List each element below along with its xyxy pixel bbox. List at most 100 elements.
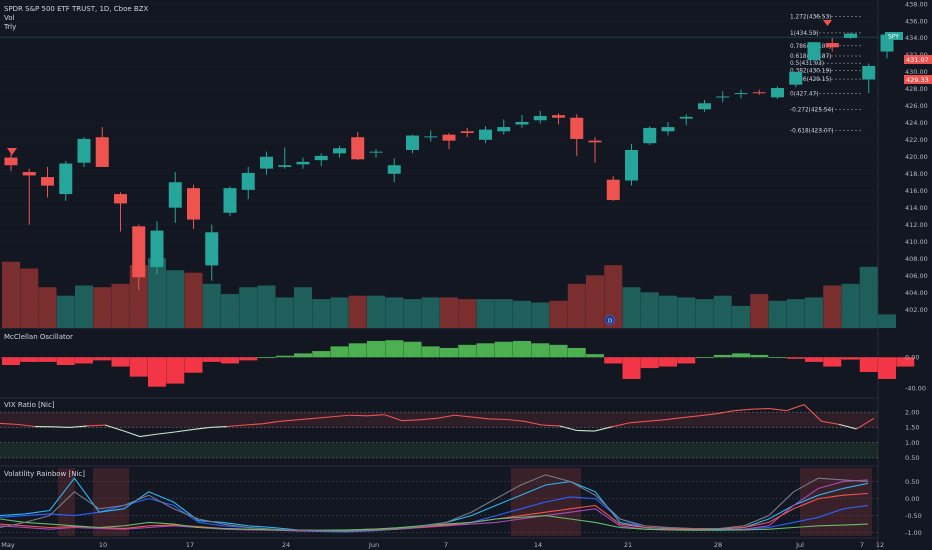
candle-body[interactable] [515,121,529,125]
mcclellan-bar [458,344,477,358]
price-axis[interactable]: 438.00436.00434.00432.00430.00428.00426.… [905,0,928,537]
candle-body[interactable] [406,135,419,150]
candle-body[interactable] [59,163,73,195]
candle-body[interactable] [150,230,164,268]
candle-body[interactable] [570,117,584,139]
candle-body[interactable] [606,179,620,201]
candle-body[interactable] [771,88,784,98]
volume-bar [695,299,714,328]
symbol-title[interactable]: SPDR S&P 500 ETF TRUST, 1D, Cboe BZX [4,5,148,13]
candle-body[interactable] [351,137,365,160]
mcclellan-bar [367,340,385,358]
time-tick-label: 28 [714,541,722,549]
price-tick-label: 402.00 [905,306,928,314]
mcclellan-histogram [0,340,915,387]
trly-legend[interactable]: Trly [3,23,16,31]
time-tick-label: 17 [186,541,194,549]
rainbow-tick-label: -0.50 [905,512,922,520]
volume-legend[interactable]: Vol [4,14,15,22]
candle-body[interactable] [187,188,200,220]
volume-bar [786,299,805,328]
mcclellan-bar [732,353,750,358]
vix-ratio-segment [751,407,770,410]
mcclellan-bar [878,357,896,379]
candle-body[interactable] [296,161,310,165]
candle-body[interactable] [22,172,36,176]
volume-bar [640,292,659,328]
price-tick-label: 410.00 [905,238,928,246]
candle-body[interactable] [533,116,547,121]
mcclellan-title[interactable]: McClellan Oscillator [4,333,73,341]
candle-body[interactable] [168,182,182,208]
candle-body[interactable] [552,115,565,118]
rainbow-title[interactable]: Volatility Rainbow [Nic] [4,470,85,478]
candle-body[interactable] [752,92,766,94]
time-tick-label: May [1,541,15,549]
candle-body[interactable] [205,232,219,266]
candle-body[interactable] [497,127,511,132]
volume-bar [2,261,20,328]
grid-lines [0,0,879,550]
vix-ratio-segment [454,414,473,418]
volume-bar [111,283,130,328]
volume-bar [56,295,75,328]
candle-body[interactable] [643,127,657,144]
candle-body[interactable] [716,96,730,98]
candle-body[interactable] [77,138,91,163]
vix-ratio-segment [279,419,298,422]
candle-body[interactable] [314,155,328,161]
candle-body[interactable] [460,131,474,133]
candle-body[interactable] [132,226,146,278]
candle-body[interactable] [679,116,693,119]
price-tick-label: 412.00 [905,221,928,229]
candle-body[interactable] [862,65,876,80]
candle-body[interactable] [333,148,346,154]
candle-body[interactable] [387,165,401,174]
volume-bar [659,295,677,328]
vix-tick-label: 1.50 [905,424,919,432]
volatility-rainbow-pane [0,468,878,536]
candle-body[interactable] [442,134,456,141]
candle-body[interactable] [424,136,438,138]
candle-body[interactable] [41,177,54,186]
candle-body[interactable] [223,188,237,213]
candle-body[interactable] [625,149,638,181]
vix-title[interactable]: VIX Ratio [Nic] [4,401,55,409]
rainbow-alert-zone [93,468,129,536]
earnings-marker-text: D [608,319,612,325]
mcclellan-bar [148,357,166,387]
mcclellan-bar [202,357,221,362]
vix-lower-band [0,442,878,458]
volume-bar [166,270,185,328]
candle-body[interactable] [807,42,821,61]
candle-body[interactable] [789,71,803,85]
price-candles[interactable] [4,32,894,290]
candle-body[interactable] [734,93,748,95]
candle-body[interactable] [661,127,675,132]
vix-ratio-segment [803,404,822,422]
candle-body[interactable] [241,172,255,190]
candle-body[interactable] [844,33,857,38]
candle-body[interactable] [479,129,492,140]
volume-bar [148,258,166,328]
vix-ratio-segment [856,417,875,430]
candle-body[interactable] [4,157,18,166]
candle-body[interactable] [369,151,383,153]
vix-ratio-segment [314,416,333,419]
candle-body[interactable] [825,43,839,48]
mcclellan-bar [786,357,805,359]
candle-body[interactable] [114,194,127,204]
volume-bar [312,299,331,328]
mcclellan-bar [111,357,130,367]
time-axis[interactable]: May 10 17 24 Jun 7 14 21 28 Jul 7 12 [1,541,884,549]
earnings-marker-icon[interactable] [605,315,615,325]
volume-bar [239,287,258,328]
candle-body[interactable] [588,140,602,143]
candle-body[interactable] [260,156,273,169]
candle-body[interactable] [95,137,109,167]
volume-bars [2,258,896,328]
mcclellan-bar [421,346,440,358]
candle-body[interactable] [278,165,292,167]
candle-body[interactable] [698,103,711,110]
